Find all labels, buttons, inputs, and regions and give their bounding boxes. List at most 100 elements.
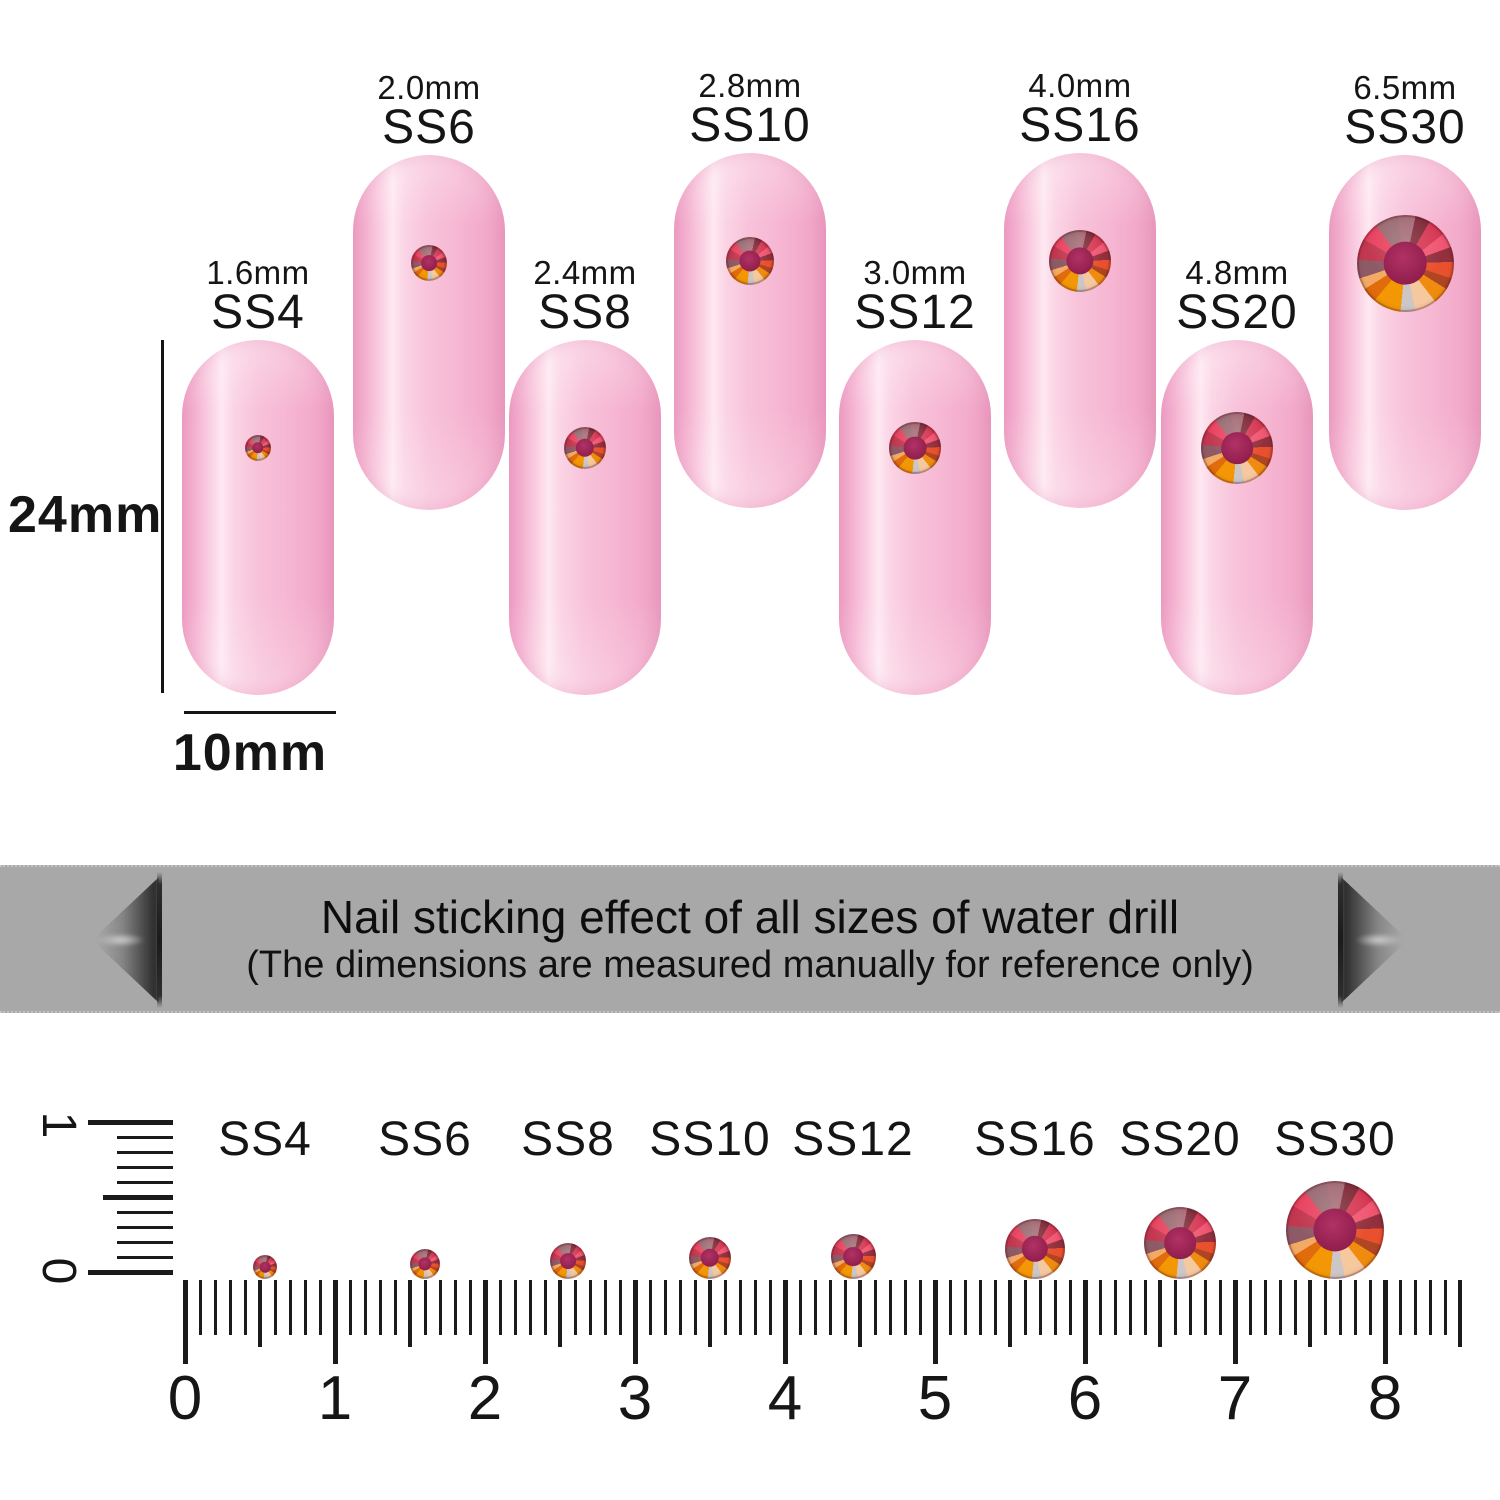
nail-size-code-label: SS6: [382, 101, 476, 154]
ruler-minor-tick: [289, 1280, 292, 1335]
rhinestone-on-nail-ss16: [1049, 230, 1111, 292]
ruler-minor-tick: [454, 1280, 457, 1335]
ruler-half-tick: [1308, 1280, 1312, 1347]
ruler-minor-tick: [1099, 1280, 1102, 1335]
nail-label-ss20: 4.8mm SS20: [1122, 256, 1352, 337]
ruler-number-4: 4: [767, 1364, 803, 1433]
ruler-major-tick: [633, 1280, 638, 1364]
nail-label-ss8: 2.4mm SS8: [470, 256, 700, 339]
ruler-stone-label-ss12: SS12: [792, 1113, 914, 1166]
press-on-nail-ss10: [674, 153, 826, 508]
nail-size-mm-label: 3.0mm: [863, 254, 967, 291]
rhinestone-on-ruler-ss6: [410, 1249, 440, 1279]
ruler-minor-tick: [1429, 1280, 1432, 1335]
rhinestone-on-ruler-ss10: [689, 1237, 731, 1279]
ruler-half-tick: [258, 1280, 262, 1347]
vertical-ruler-tick: [103, 1195, 173, 1200]
ruler-major-tick: [1233, 1280, 1238, 1364]
ruler-major-tick: [183, 1280, 188, 1364]
rhinestone-on-ruler-ss8: [550, 1243, 586, 1279]
press-on-nail-ss16: [1004, 153, 1156, 508]
ruler-major-tick: [333, 1280, 338, 1364]
left-arrow-decoration: [92, 872, 162, 1008]
vertical-ruler-tick: [117, 1256, 173, 1259]
ruler-half-tick: [1458, 1280, 1462, 1347]
nail-label-ss10: 2.8mm SS10: [635, 67, 865, 150]
right-arrow-bar: [1338, 872, 1343, 1008]
ruler-stone-label-ss30: SS30: [1274, 1113, 1396, 1166]
ruler-minor-tick: [844, 1280, 847, 1335]
ruler-minor-tick: [1144, 1280, 1147, 1335]
ruler-minor-tick: [619, 1280, 622, 1335]
ruler-minor-tick: [394, 1280, 397, 1335]
ruler-minor-tick: [1054, 1280, 1057, 1335]
width-dimension-line: [184, 711, 336, 714]
ruler-minor-tick: [1264, 1280, 1267, 1335]
ruler-minor-tick: [1069, 1280, 1072, 1335]
nail-label-ss6: 2.0mm SS6: [314, 71, 544, 154]
ruler-minor-tick: [904, 1280, 907, 1335]
ruler-minor-tick: [304, 1280, 307, 1335]
ruler-minor-tick: [1129, 1280, 1132, 1335]
ruler-minor-tick: [469, 1280, 472, 1335]
rhinestone-on-nail-ss10: [726, 237, 774, 285]
ruler-number-6: 6: [1067, 1364, 1103, 1433]
ruler-stone-label-ss6: SS6: [378, 1113, 472, 1166]
ruler-stone-label-ss10: SS10: [649, 1113, 771, 1166]
ruler-minor-tick: [1189, 1280, 1192, 1335]
ruler-minor-tick: [574, 1280, 577, 1335]
vertical-ruler-top-label: 1: [32, 1111, 86, 1139]
height-dimension-line: [161, 340, 164, 693]
nail-label-ss4: 1.6mm SS4: [143, 256, 373, 337]
nail-size-mm-label: 2.8mm: [698, 67, 802, 104]
ruler-stone-label-ss4: SS4: [218, 1113, 312, 1166]
ruler-half-tick: [1158, 1280, 1162, 1347]
ruler-minor-tick: [544, 1280, 547, 1335]
vertical-ruler-tick: [117, 1181, 173, 1184]
ruler-number-1: 1: [317, 1364, 353, 1433]
rhinestone-on-nail-ss6: [411, 245, 447, 281]
ruler-major-tick: [1083, 1280, 1088, 1364]
ruler-major-tick: [483, 1280, 488, 1364]
rhinestone-on-nail-ss4: [245, 435, 271, 461]
ruler-major-tick: [933, 1280, 938, 1364]
nail-size-code-label: SS8: [538, 286, 632, 339]
ruler-number-7: 7: [1217, 1364, 1253, 1433]
ruler-minor-tick: [1279, 1280, 1282, 1335]
ruler-major-tick: [783, 1280, 788, 1364]
ruler-minor-tick: [889, 1280, 892, 1335]
ruler-minor-tick: [1399, 1280, 1402, 1335]
ruler-minor-tick: [769, 1280, 772, 1335]
vertical-ruler-tick: [117, 1136, 173, 1139]
vertical-ruler-tick: [117, 1211, 173, 1214]
press-on-nail-ss20: [1161, 340, 1313, 695]
ruler-minor-tick: [439, 1280, 442, 1335]
nail-size-code-label: SS30: [1344, 101, 1466, 154]
caption-banner-text: Nail sticking effect of all sizes of wat…: [0, 867, 1500, 1011]
ruler-minor-tick: [994, 1280, 997, 1335]
left-arrow-bar: [157, 872, 162, 1008]
ruler-half-tick: [558, 1280, 562, 1347]
press-on-nail-ss6: [353, 155, 505, 510]
nail-size-mm-label: 6.5mm: [1353, 69, 1457, 106]
nail-size-code-label: SS12: [854, 286, 976, 339]
caption-banner: Nail sticking effect of all sizes of wat…: [0, 865, 1500, 1013]
ruler-minor-tick: [199, 1280, 202, 1335]
press-on-nail-ss4: [182, 340, 334, 695]
vertical-ruler-tick: [117, 1226, 173, 1229]
rhinestone-on-nail-ss12: [889, 422, 941, 474]
rhinestone-on-ruler-ss30: [1286, 1181, 1384, 1279]
ruler-stone-label-ss16: SS16: [974, 1113, 1096, 1166]
ruler-minor-tick: [1024, 1280, 1027, 1335]
nail-size-code-label: SS16: [1019, 99, 1141, 152]
ruler-minor-tick: [379, 1280, 382, 1335]
rhinestone-on-nail-ss8: [564, 427, 606, 469]
ruler-minor-tick: [829, 1280, 832, 1335]
ruler-minor-tick: [1204, 1280, 1207, 1335]
height-dimension-label: 24mm: [8, 486, 163, 544]
ruler-minor-tick: [1294, 1280, 1297, 1335]
ruler-minor-tick: [949, 1280, 952, 1335]
ruler-half-tick: [858, 1280, 862, 1347]
ruler-minor-tick: [424, 1280, 427, 1335]
ruler-minor-tick: [1339, 1280, 1342, 1335]
